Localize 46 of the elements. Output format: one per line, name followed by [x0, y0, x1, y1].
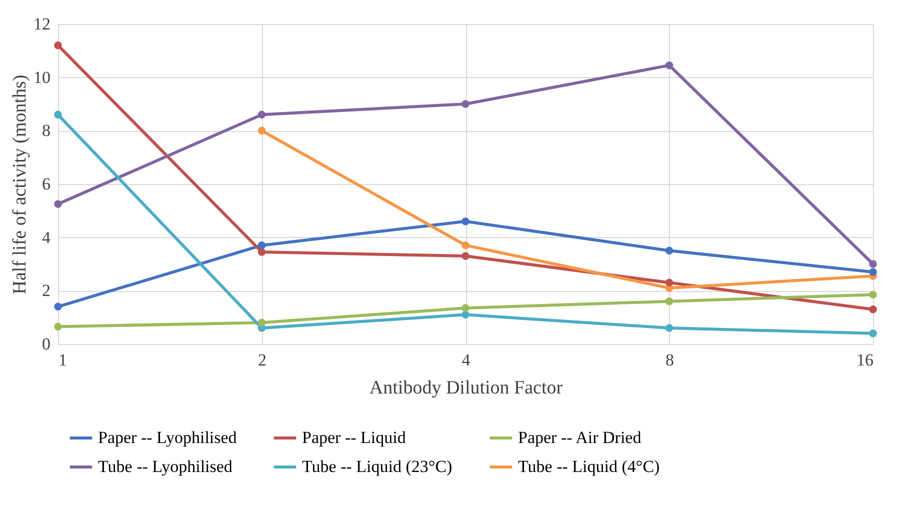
point	[462, 241, 470, 250]
legend-label: Paper -- Air Dried	[518, 428, 642, 447]
point	[869, 305, 877, 314]
point	[665, 324, 674, 332]
point	[665, 246, 674, 255]
point	[54, 200, 62, 208]
point	[869, 290, 877, 299]
y-tick-label: 6	[42, 174, 50, 194]
x-tick-label: 16	[856, 350, 874, 370]
y-tick-label: 2	[42, 281, 50, 300]
point	[665, 297, 674, 306]
legend-label: Tube -- Lyophilised	[98, 457, 233, 476]
y-tick-label: 4	[42, 228, 51, 247]
point	[54, 110, 62, 119]
point	[869, 329, 877, 338]
legend-label: Tube -- Liquid (23°C)	[302, 457, 452, 476]
point	[258, 241, 266, 250]
legend-label: Paper -- Liquid	[302, 428, 406, 447]
x-axis-title: Antibody Dilution Factor	[369, 378, 564, 398]
point	[462, 100, 470, 108]
x-tick-label: 1	[58, 350, 67, 370]
point	[54, 302, 62, 311]
x-tick-label: 4	[462, 350, 471, 370]
y-axis-title: Half life of activity (months)	[10, 74, 30, 294]
point	[258, 126, 266, 135]
y-tick-label: 0	[42, 334, 50, 354]
x-tick-label: 8	[666, 350, 674, 370]
y-tick-label: 8	[42, 121, 50, 140]
point	[258, 248, 266, 256]
point	[665, 278, 674, 287]
x-tick-label: 2	[258, 350, 266, 370]
point	[462, 304, 470, 312]
point	[54, 41, 62, 50]
legend-label: Tube -- Liquid (4°C)	[518, 457, 660, 476]
point	[258, 110, 266, 119]
point	[462, 252, 470, 260]
point	[462, 310, 470, 319]
y-tick-label: 12	[34, 14, 50, 34]
point	[54, 322, 62, 331]
legend-label: Paper -- Lyophilised	[98, 428, 238, 447]
point	[462, 217, 470, 226]
point	[258, 318, 266, 327]
y-tick-label: 10	[34, 68, 50, 87]
point	[869, 260, 877, 268]
point	[665, 61, 674, 70]
point	[869, 268, 877, 276]
